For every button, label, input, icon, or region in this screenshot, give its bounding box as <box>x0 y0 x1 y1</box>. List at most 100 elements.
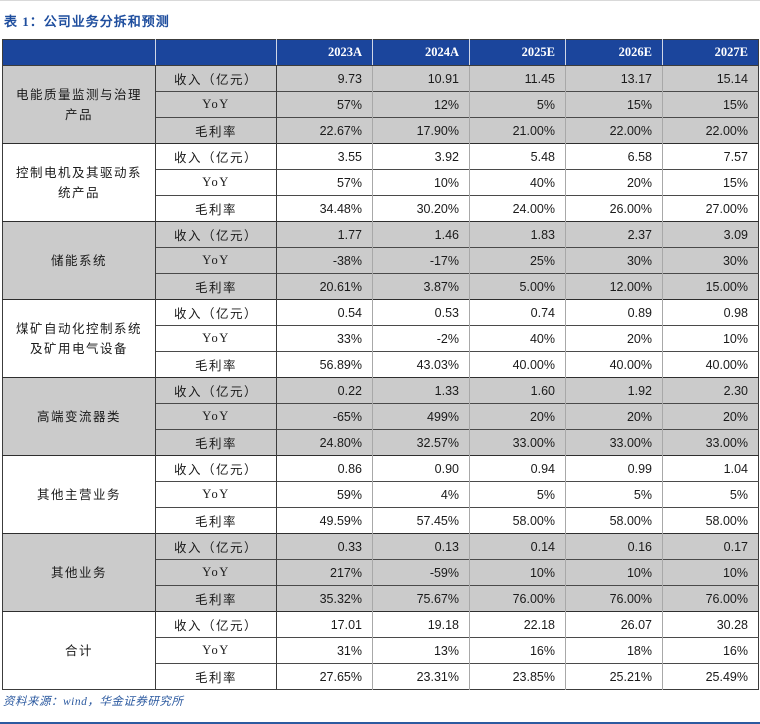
metric-label-cell: 收入（亿元） <box>155 611 277 638</box>
value-cell: 18% <box>565 637 663 664</box>
value-cell: 5% <box>565 481 663 508</box>
metric-label-cell: 收入（亿元） <box>155 377 277 404</box>
value-cell: 43.03% <box>372 351 470 378</box>
table-row: YoY 57% 10% 40% 20% 15% <box>2 169 759 196</box>
value-cell: 20% <box>662 403 759 430</box>
value-cell: 15% <box>662 169 759 196</box>
table-row: 其他业务 收入（亿元） 0.33 0.13 0.14 0.16 0.17 <box>2 533 759 612</box>
value-cell: 24.80% <box>276 429 373 456</box>
value-cell: 15% <box>565 91 663 118</box>
table-row: YoY 217% -59% 10% 10% 10% <box>2 559 759 586</box>
value-cell: 1.77 <box>276 221 373 248</box>
value-cell: 21.00% <box>469 117 566 144</box>
metric-label-cell: 收入（亿元） <box>155 533 277 560</box>
value-cell: 0.53 <box>372 299 470 326</box>
value-cell: 0.74 <box>469 299 566 326</box>
value-cell: 3.09 <box>662 221 759 248</box>
value-cell: 33% <box>276 325 373 352</box>
table-row: YoY 57% 12% 5% 15% 15% <box>2 91 759 118</box>
table-row: 毛利率 35.32% 75.67% 76.00% 76.00% 76.00% <box>2 585 759 612</box>
table-row: 储能系统 收入（亿元） 1.77 1.46 1.83 2.37 3.09 <box>2 221 759 300</box>
value-cell: 1.33 <box>372 377 470 404</box>
metric-label-cell: 毛利率 <box>155 117 277 144</box>
value-cell: 35.32% <box>276 585 373 612</box>
value-cell: 217% <box>276 559 373 586</box>
metric-label-cell: 收入（亿元） <box>155 221 277 248</box>
table-row: 合计 收入（亿元） 17.01 19.18 22.18 26.07 30.28 <box>2 611 759 690</box>
value-cell: 0.16 <box>565 533 663 560</box>
business-forecast-table: 2023A 2024A 2025E 2026E 2027E 电能质量监测与治理产品 收入（… <box>2 39 759 690</box>
metric-label-cell: YoY <box>155 169 277 196</box>
value-cell: 4% <box>372 481 470 508</box>
value-cell: 31% <box>276 637 373 664</box>
value-cell: 12% <box>372 91 470 118</box>
value-cell: 25% <box>469 247 566 274</box>
value-cell: 75.67% <box>372 585 470 612</box>
value-cell: 59% <box>276 481 373 508</box>
value-cell: 57% <box>276 169 373 196</box>
value-cell: 2.37 <box>565 221 663 248</box>
value-cell: 30.20% <box>372 195 470 222</box>
metric-label-cell: YoY <box>155 481 277 508</box>
value-cell: 24.00% <box>469 195 566 222</box>
value-cell: -59% <box>372 559 470 586</box>
value-cell: 27.65% <box>276 663 373 690</box>
category-cell: 其他业务 <box>2 533 156 612</box>
category-cell: 电能质量监测与治理产品 <box>2 65 156 144</box>
value-cell: 0.22 <box>276 377 373 404</box>
value-cell: 15.14 <box>662 65 759 92</box>
value-cell: 22.18 <box>469 611 566 638</box>
value-cell: 40.00% <box>662 351 759 378</box>
value-cell: 22.00% <box>662 117 759 144</box>
category-cell: 合计 <box>2 611 156 690</box>
category-cell: 煤矿自动化控制系统及矿用电气设备 <box>2 299 156 378</box>
metric-label-cell: 毛利率 <box>155 195 277 222</box>
value-cell: 17.01 <box>276 611 373 638</box>
table-row: 电能质量监测与治理产品 收入（亿元） 9.73 10.91 11.45 13.17 15.1… <box>2 65 759 144</box>
table-row: 毛利率 24.80% 32.57% 33.00% 33.00% 33.00% <box>2 429 759 456</box>
value-cell: 40% <box>469 169 566 196</box>
table-row: YoY 59% 4% 5% 5% 5% <box>2 481 759 508</box>
value-cell: 30% <box>662 247 759 274</box>
metric-label-cell: 毛利率 <box>155 429 277 456</box>
bottom-divider-rule <box>0 722 760 724</box>
value-cell: 34.48% <box>276 195 373 222</box>
value-cell: 20% <box>565 169 663 196</box>
table-body: 电能质量监测与治理产品 收入（亿元） 9.73 10.91 11.45 13.17 15.1… <box>2 65 759 690</box>
metric-label-cell: 毛利率 <box>155 585 277 612</box>
value-cell: 0.90 <box>372 455 470 482</box>
value-cell: 58.00% <box>469 507 566 534</box>
header-cell-year-2023A: 2023A <box>276 39 373 66</box>
table-row: 毛利率 20.61% 3.87% 5.00% 12.00% 15.00% <box>2 273 759 300</box>
value-cell: 0.17 <box>662 533 759 560</box>
value-cell: 0.89 <box>565 299 663 326</box>
value-cell: 1.60 <box>469 377 566 404</box>
value-cell: 3.55 <box>276 143 373 170</box>
metric-label-cell: YoY <box>155 559 277 586</box>
value-cell: 20% <box>469 403 566 430</box>
value-cell: 5.48 <box>469 143 566 170</box>
header-cell-year-2025E: 2025E <box>469 39 566 66</box>
value-cell: 1.04 <box>662 455 759 482</box>
table-row: YoY -38% -17% 25% 30% 30% <box>2 247 759 274</box>
value-cell: 33.00% <box>662 429 759 456</box>
value-cell: 23.85% <box>469 663 566 690</box>
value-cell: 33.00% <box>469 429 566 456</box>
value-cell: 9.73 <box>276 65 373 92</box>
value-cell: 13.17 <box>565 65 663 92</box>
value-cell: 76.00% <box>662 585 759 612</box>
header-cell-year-2027E: 2027E <box>662 39 759 66</box>
metric-label-cell: YoY <box>155 403 277 430</box>
category-cell: 高端变流器类 <box>2 377 156 456</box>
metric-label-cell: 收入（亿元） <box>155 65 277 92</box>
value-cell: 57.45% <box>372 507 470 534</box>
value-cell: 1.46 <box>372 221 470 248</box>
table-row: 煤矿自动化控制系统及矿用电气设备 收入（亿元） 0.54 0.53 0.74 0.89 0.… <box>2 299 759 378</box>
value-cell: 10% <box>662 559 759 586</box>
value-cell: 33.00% <box>565 429 663 456</box>
header-cell-category-blank <box>2 39 156 66</box>
value-cell: 0.98 <box>662 299 759 326</box>
value-cell: -65% <box>276 403 373 430</box>
value-cell: 5.00% <box>469 273 566 300</box>
